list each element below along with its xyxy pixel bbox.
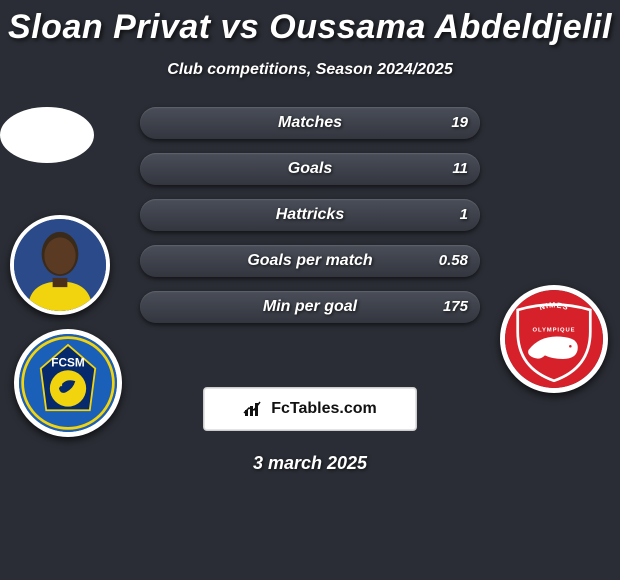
stat-row-matches: Matches 19 (140, 107, 480, 139)
nimes-badge-icon: NIMES OLYMPIQUE (505, 290, 603, 388)
stat-row-hattricks: Hattricks 1 (140, 199, 480, 231)
club-badge-right: NIMES OLYMPIQUE (500, 285, 608, 393)
svg-text:OLYMPIQUE: OLYMPIQUE (533, 328, 576, 334)
branding-text: FcTables.com (271, 400, 377, 418)
date-text: 3 march 2025 (0, 453, 620, 474)
stat-value-right: 11 (452, 153, 468, 185)
stat-label: Goals (140, 153, 480, 185)
stat-value-right: 0.58 (439, 245, 468, 277)
stat-row-goals-per-match: Goals per match 0.58 (140, 245, 480, 277)
player-left-photo (10, 215, 110, 315)
player-right-photo (0, 107, 94, 163)
svg-text:FCSM: FCSM (51, 357, 85, 370)
player-silhouette-icon (14, 219, 106, 311)
stat-label: Hattricks (140, 199, 480, 231)
stat-row-min-per-goal: Min per goal 175 (140, 291, 480, 323)
stat-value-right: 175 (443, 291, 468, 323)
comparison-panel: FCSM NIMES OLYMPIQUE Matches 19 (0, 107, 620, 367)
stat-label: Goals per match (140, 245, 480, 277)
stat-value-right: 19 (451, 107, 468, 139)
stat-value-right: 1 (460, 199, 468, 231)
stat-label: Matches (140, 107, 480, 139)
stat-bars: Matches 19 Goals 11 Hattricks 1 Goals pe… (140, 107, 480, 337)
branding-badge[interactable]: FcTables.com (203, 387, 417, 431)
page-title: Sloan Privat vs Oussama Abdeldjelil (0, 0, 620, 47)
bar-chart-icon (243, 400, 265, 418)
fcsm-badge-icon: FCSM (19, 334, 117, 432)
page-subtitle: Club competitions, Season 2024/2025 (0, 61, 620, 79)
stat-label: Min per goal (140, 291, 480, 323)
stat-row-goals: Goals 11 (140, 153, 480, 185)
club-badge-left: FCSM (14, 329, 122, 437)
